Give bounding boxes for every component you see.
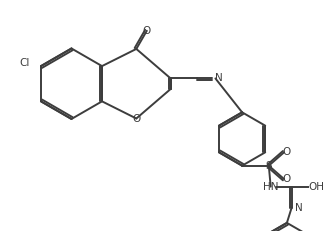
Text: O: O bbox=[283, 174, 291, 184]
Text: O: O bbox=[143, 26, 151, 36]
Text: N: N bbox=[295, 203, 303, 213]
Text: S: S bbox=[265, 161, 272, 171]
Text: O: O bbox=[283, 147, 291, 157]
Text: Cl: Cl bbox=[19, 58, 29, 68]
Text: N: N bbox=[215, 73, 223, 83]
Text: O: O bbox=[132, 114, 140, 123]
Text: HN: HN bbox=[263, 182, 278, 192]
Text: OH: OH bbox=[309, 182, 324, 192]
